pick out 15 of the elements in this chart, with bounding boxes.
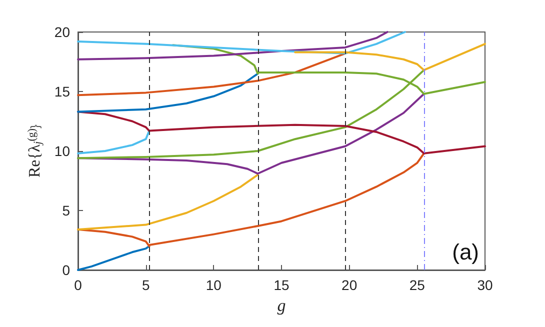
x-tick-label: 10	[206, 277, 222, 293]
x-tick-label: 20	[342, 277, 358, 293]
annotation: (a)	[452, 240, 480, 264]
y-tick-label: 15	[54, 84, 70, 100]
x-tick-label: 30	[477, 277, 493, 293]
y-tick-label: 0	[62, 262, 70, 278]
x-tick-label: 25	[409, 277, 426, 293]
y-axis-title: Re{λj(g)}	[26, 124, 44, 178]
y-tick-label: 10	[54, 143, 70, 159]
y-tick-label: 5	[62, 202, 70, 218]
y-tick-label: 20	[54, 24, 70, 40]
x-axis-title: g	[277, 296, 286, 315]
x-tick-label: 15	[274, 277, 290, 293]
x-tick-label: 5	[142, 277, 150, 293]
x-tick-label: 0	[74, 277, 82, 293]
